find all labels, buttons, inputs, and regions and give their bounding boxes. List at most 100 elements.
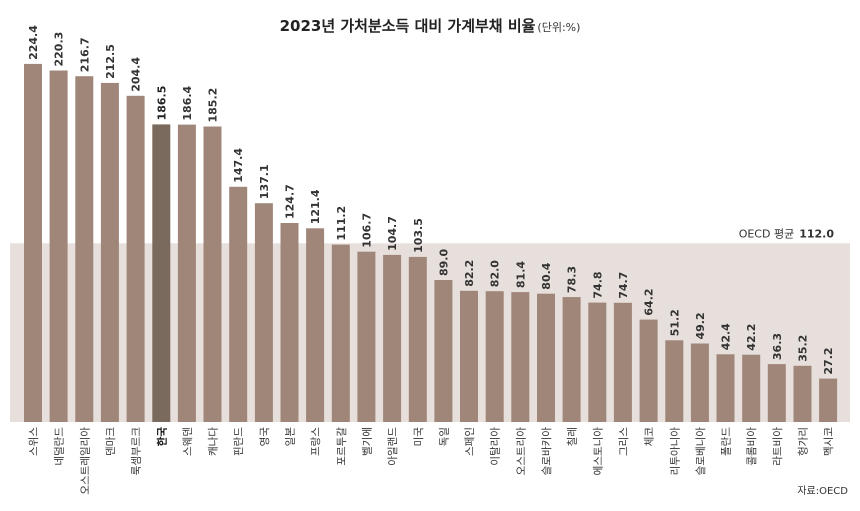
- bar-30: [793, 365, 812, 422]
- value-label-15: 103.5: [412, 218, 425, 253]
- bar-13: [357, 251, 376, 422]
- value-label-24: 64.2: [643, 288, 656, 315]
- bar-14: [383, 254, 402, 422]
- chart-title: 2023년 가처분소득 대비 가계부채 비율 (단위:%): [280, 17, 581, 35]
- bar-15: [408, 256, 427, 422]
- bar-20: [537, 293, 555, 422]
- value-label-4: 204.4: [130, 57, 143, 92]
- value-label-1: 220.3: [53, 32, 66, 67]
- value-label-6: 186.4: [181, 85, 194, 120]
- category-label-16: 독일: [437, 427, 450, 446]
- category-label-4: 룩셈부르크: [131, 427, 143, 476]
- value-label-8: 147.4: [232, 148, 245, 183]
- bar-7: [203, 126, 222, 422]
- value-label-14: 104.7: [386, 216, 399, 251]
- value-labels-layer: 224.4 220.3 216.7 212.5 204.4 186.5 186.4 185.2…: [27, 25, 835, 375]
- bar-24: [639, 319, 658, 422]
- bar-9: [254, 203, 273, 422]
- bar-5: [152, 124, 171, 423]
- bar-11: [306, 228, 325, 422]
- value-label-2: 216.7: [78, 37, 91, 72]
- value-label-23: 74.7: [617, 272, 630, 299]
- value-label-0: 224.4: [27, 25, 40, 60]
- bar-0: [24, 63, 42, 423]
- bar-1: [49, 70, 68, 422]
- value-label-7: 185.2: [207, 88, 220, 123]
- category-label-6: 스웨덴: [182, 427, 194, 456]
- value-label-30: 35.2: [797, 335, 810, 362]
- category-label-28: 콜롬비아: [746, 427, 758, 466]
- value-label-11: 121.4: [309, 189, 322, 224]
- value-label-25: 51.2: [668, 309, 681, 336]
- bar-26: [690, 343, 709, 422]
- bar-18: [485, 291, 504, 422]
- category-label-31: 멕시코: [823, 427, 835, 456]
- bar-17: [460, 290, 478, 422]
- value-label-12: 111.2: [335, 206, 348, 241]
- category-label-24: 체코: [644, 427, 656, 447]
- bars-layer: [24, 63, 838, 423]
- category-label-19: 오스트리아: [515, 427, 527, 476]
- category-label-17: 스페인: [464, 427, 476, 456]
- value-label-20: 80.4: [540, 262, 553, 289]
- category-label-22: 에스토니아: [592, 427, 604, 476]
- chart-title-text: 2023년 가처분소득 대비 가계부채 비율: [280, 17, 536, 35]
- category-label-0: 스위스: [27, 427, 40, 456]
- category-label-10: 일본: [284, 427, 297, 447]
- bar-8: [229, 186, 248, 422]
- value-label-10: 124.7: [284, 184, 297, 219]
- category-label-23: 그리스: [618, 427, 630, 456]
- value-label-22: 74.8: [591, 271, 604, 298]
- category-label-30: 헝가리: [798, 427, 810, 456]
- bar-16: [434, 280, 453, 422]
- bar-23: [613, 302, 632, 422]
- bar-29: [767, 364, 786, 422]
- bar-2: [75, 76, 94, 422]
- value-label-28: 42.2: [745, 324, 758, 351]
- value-label-9: 137.1: [258, 164, 271, 199]
- bar-27: [716, 354, 735, 422]
- category-label-1: 네덜란드: [54, 427, 66, 466]
- bar-31: [819, 378, 838, 422]
- value-label-26: 49.2: [694, 312, 707, 339]
- value-label-3: 212.5: [104, 44, 117, 79]
- bar-21: [562, 297, 581, 422]
- value-label-5: 186.5: [155, 86, 168, 121]
- category-label-15: 미국: [413, 427, 425, 447]
- category-label-29: 라트비아: [772, 427, 784, 466]
- value-label-18: 82.0: [489, 260, 502, 287]
- category-label-13: 벨기에: [361, 427, 373, 456]
- category-label-18: 이탈리아: [489, 427, 502, 466]
- category-label-2: 오스트레일리아: [78, 427, 91, 495]
- category-label-26: 슬로베니아: [695, 427, 707, 476]
- bar-25: [665, 340, 684, 422]
- value-label-13: 106.7: [360, 213, 373, 248]
- chart-title-unit: (단위:%): [537, 21, 580, 34]
- category-label-5: 한국: [155, 427, 168, 447]
- category-label-11: 프랑스: [310, 427, 322, 456]
- value-label-21: 78.3: [566, 266, 579, 293]
- category-label-25: 리투아니아: [669, 427, 681, 476]
- category-labels-layer: 스위스 네덜란드 오스트레일리아 덴마크 룩셈부르크 한국 스웨덴 캐나다 핀란드 영국 일본 프랑스…: [27, 427, 835, 495]
- category-label-14: 아일랜드: [386, 427, 399, 466]
- category-label-21: 칠레: [567, 427, 579, 446]
- value-label-16: 89.0: [437, 249, 450, 276]
- bar-22: [588, 302, 607, 422]
- bar-4: [126, 95, 145, 423]
- category-label-9: 영국: [259, 427, 271, 447]
- value-label-17: 82.2: [463, 260, 476, 287]
- category-label-8: 핀란드: [233, 427, 245, 456]
- oecd-average-label-text: OECD 평균: [739, 227, 795, 240]
- category-label-3: 덴마크: [105, 427, 117, 456]
- category-label-20: 슬로바키아: [541, 427, 553, 476]
- oecd-average-label: OECD 평균 112.0: [739, 227, 835, 240]
- bar-10: [280, 223, 299, 422]
- value-label-31: 27.2: [822, 347, 835, 374]
- category-label-12: 포르투갈: [335, 427, 348, 466]
- oecd-average-band: [10, 243, 850, 422]
- bar-6: [177, 124, 196, 422]
- category-label-7: 캐나다: [208, 427, 220, 456]
- value-label-19: 81.4: [514, 261, 527, 288]
